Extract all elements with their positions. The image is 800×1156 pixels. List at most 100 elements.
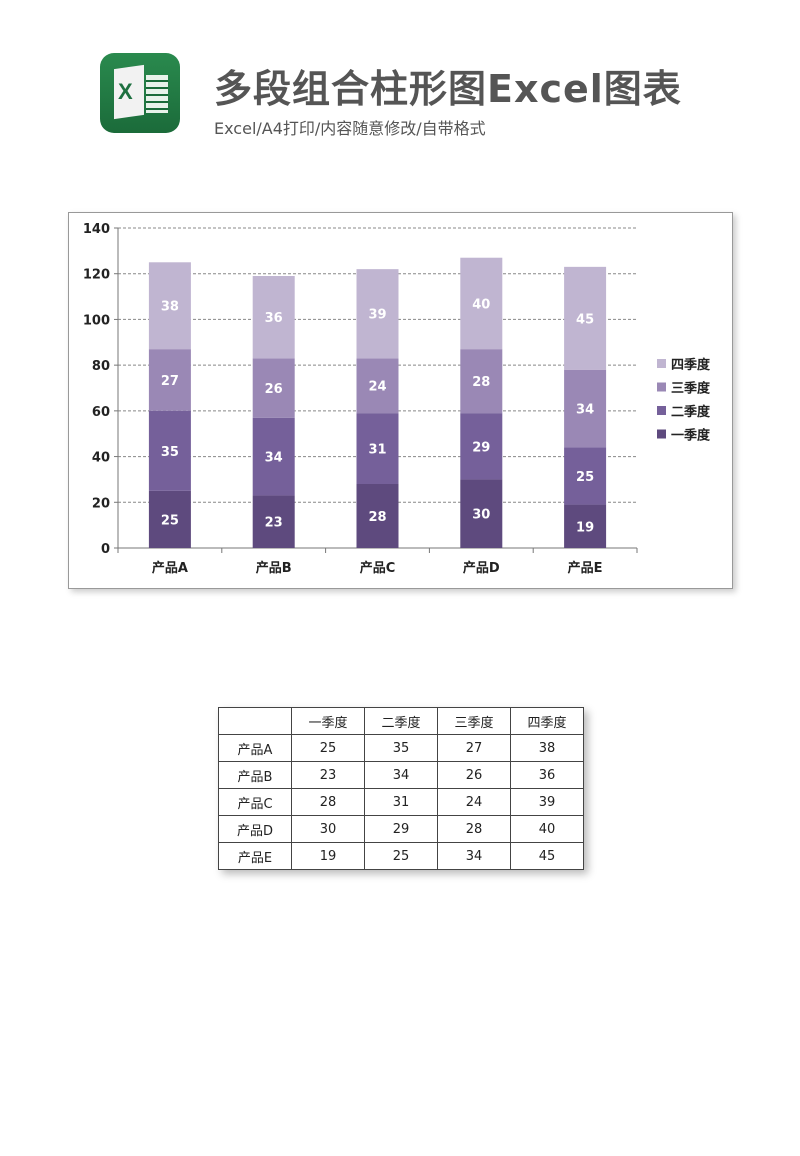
legend-label: 二季度: [671, 404, 711, 420]
bar-segment: [564, 369, 607, 448]
y-tick-label: 40: [92, 451, 110, 466]
y-tick-label: 80: [92, 359, 110, 374]
data-label: 24: [368, 380, 386, 395]
table-header-row: 一季度 二季度 三季度 四季度: [218, 707, 584, 735]
data-label: 27: [161, 374, 179, 389]
bar-segment: [252, 495, 295, 548]
legend-swatch: [657, 382, 666, 392]
data-label: 36: [265, 311, 283, 326]
bar-segment: [356, 413, 399, 484]
bar-segment: [460, 413, 503, 480]
page-subtitle: Excel/A4打印/内容随意修改/自带格式: [214, 119, 486, 138]
table-cell: 产品E: [218, 842, 292, 870]
y-tick-label: 60: [92, 405, 110, 420]
table-cell: 三季度: [437, 707, 511, 735]
table-cell: 35: [364, 734, 438, 762]
excel-icon: X: [100, 53, 180, 133]
data-label: 40: [472, 297, 490, 312]
bar-segment: [148, 262, 191, 350]
legend-swatch: [657, 429, 666, 439]
y-tick-label: 120: [83, 268, 110, 283]
data-label: 39: [368, 308, 386, 323]
data-label: 28: [472, 375, 490, 390]
table-cell: 40: [510, 815, 584, 843]
x-tick-label: 产品A: [152, 560, 188, 576]
data-label: 25: [161, 513, 179, 528]
data-label: 35: [161, 445, 179, 460]
bar-segment: [148, 410, 191, 491]
table-cell: 产品D: [218, 815, 292, 843]
table-cell: [218, 707, 292, 735]
data-label: 28: [368, 510, 386, 525]
y-tick-label: 100: [83, 313, 110, 328]
data-label: 23: [265, 516, 283, 531]
bar-segment: [460, 349, 503, 414]
bar-segment: [148, 349, 191, 411]
table-cell: 28: [437, 815, 511, 843]
x-tick-label: 产品D: [463, 560, 500, 576]
table-cell: 一季度: [291, 707, 365, 735]
table-row: 产品C 28 31 24 39: [218, 788, 584, 816]
table-row: 产品D 30 29 28 40: [218, 815, 584, 843]
table-cell: 19: [291, 842, 365, 870]
table-cell: 二季度: [364, 707, 438, 735]
table-row: 产品A 25 35 27 38: [218, 734, 584, 762]
bar-segment: [460, 257, 503, 350]
bar-segment: [564, 447, 607, 505]
table-cell: 产品B: [218, 761, 292, 789]
y-tick-label: 0: [101, 542, 110, 557]
bar-segment: [252, 417, 295, 496]
table-cell: 34: [437, 842, 511, 870]
data-label: 45: [576, 312, 594, 327]
table-cell: 25: [364, 842, 438, 870]
stacked-bar-chart: 0 20 40 60 80 100 120 140 25 35 27 38 产品A 23 34 26 36 产品B…: [83, 222, 711, 576]
bar-segment: [356, 358, 399, 414]
data-label: 38: [161, 300, 179, 315]
table-row: 产品E 19 25 34 45: [218, 842, 584, 870]
bar-segment: [356, 269, 399, 359]
table-cell: 45: [510, 842, 584, 870]
bar-segment: [148, 490, 191, 548]
x-tick-label: 产品E: [568, 560, 603, 576]
bar-segment: [564, 266, 607, 370]
data-label: 34: [265, 451, 283, 466]
table-cell: 26: [437, 761, 511, 789]
table-cell: 产品C: [218, 788, 292, 816]
x-tick-label: 产品B: [256, 560, 292, 576]
bar-segment: [356, 484, 399, 548]
x-tick-label: 产品C: [360, 560, 396, 576]
bar-segment: [460, 479, 503, 548]
table-cell: 34: [364, 761, 438, 789]
data-label: 30: [472, 508, 490, 523]
data-label: 19: [576, 520, 594, 535]
table-cell: 38: [510, 734, 584, 762]
bar-segment: [252, 358, 295, 418]
bar-segment: [564, 504, 607, 548]
table-cell: 四季度: [510, 707, 584, 735]
legend-label: 一季度: [671, 428, 711, 444]
table-cell: 30: [291, 815, 365, 843]
bar-segment: [252, 276, 295, 359]
table-row: 产品B 23 34 26 36: [218, 761, 584, 789]
y-tick-label: 20: [92, 496, 110, 511]
legend-swatch: [657, 359, 666, 368]
data-label: 34: [576, 403, 594, 418]
data-label: 31: [368, 443, 386, 458]
data-label: 26: [265, 382, 283, 397]
table-cell: 24: [437, 788, 511, 816]
data-label: 25: [576, 470, 594, 485]
legend-label: 三季度: [671, 381, 711, 397]
page-title: 多段组合柱形图Excel图表: [214, 67, 682, 111]
legend-swatch: [657, 406, 666, 415]
data-table: 一季度 二季度 三季度 四季度 产品A 25 35 27 38 产品B 23 34 26 36 产品C 28 3…: [218, 707, 584, 870]
table-cell: 25: [291, 734, 365, 762]
table-cell: 28: [291, 788, 365, 816]
table-cell: 产品A: [218, 734, 292, 762]
legend-label: 四季度: [671, 357, 711, 373]
data-label: 29: [472, 440, 490, 455]
table-cell: 36: [510, 761, 584, 789]
table-cell: 23: [291, 761, 365, 789]
table-cell: 39: [510, 788, 584, 816]
table-cell: 27: [437, 734, 511, 762]
